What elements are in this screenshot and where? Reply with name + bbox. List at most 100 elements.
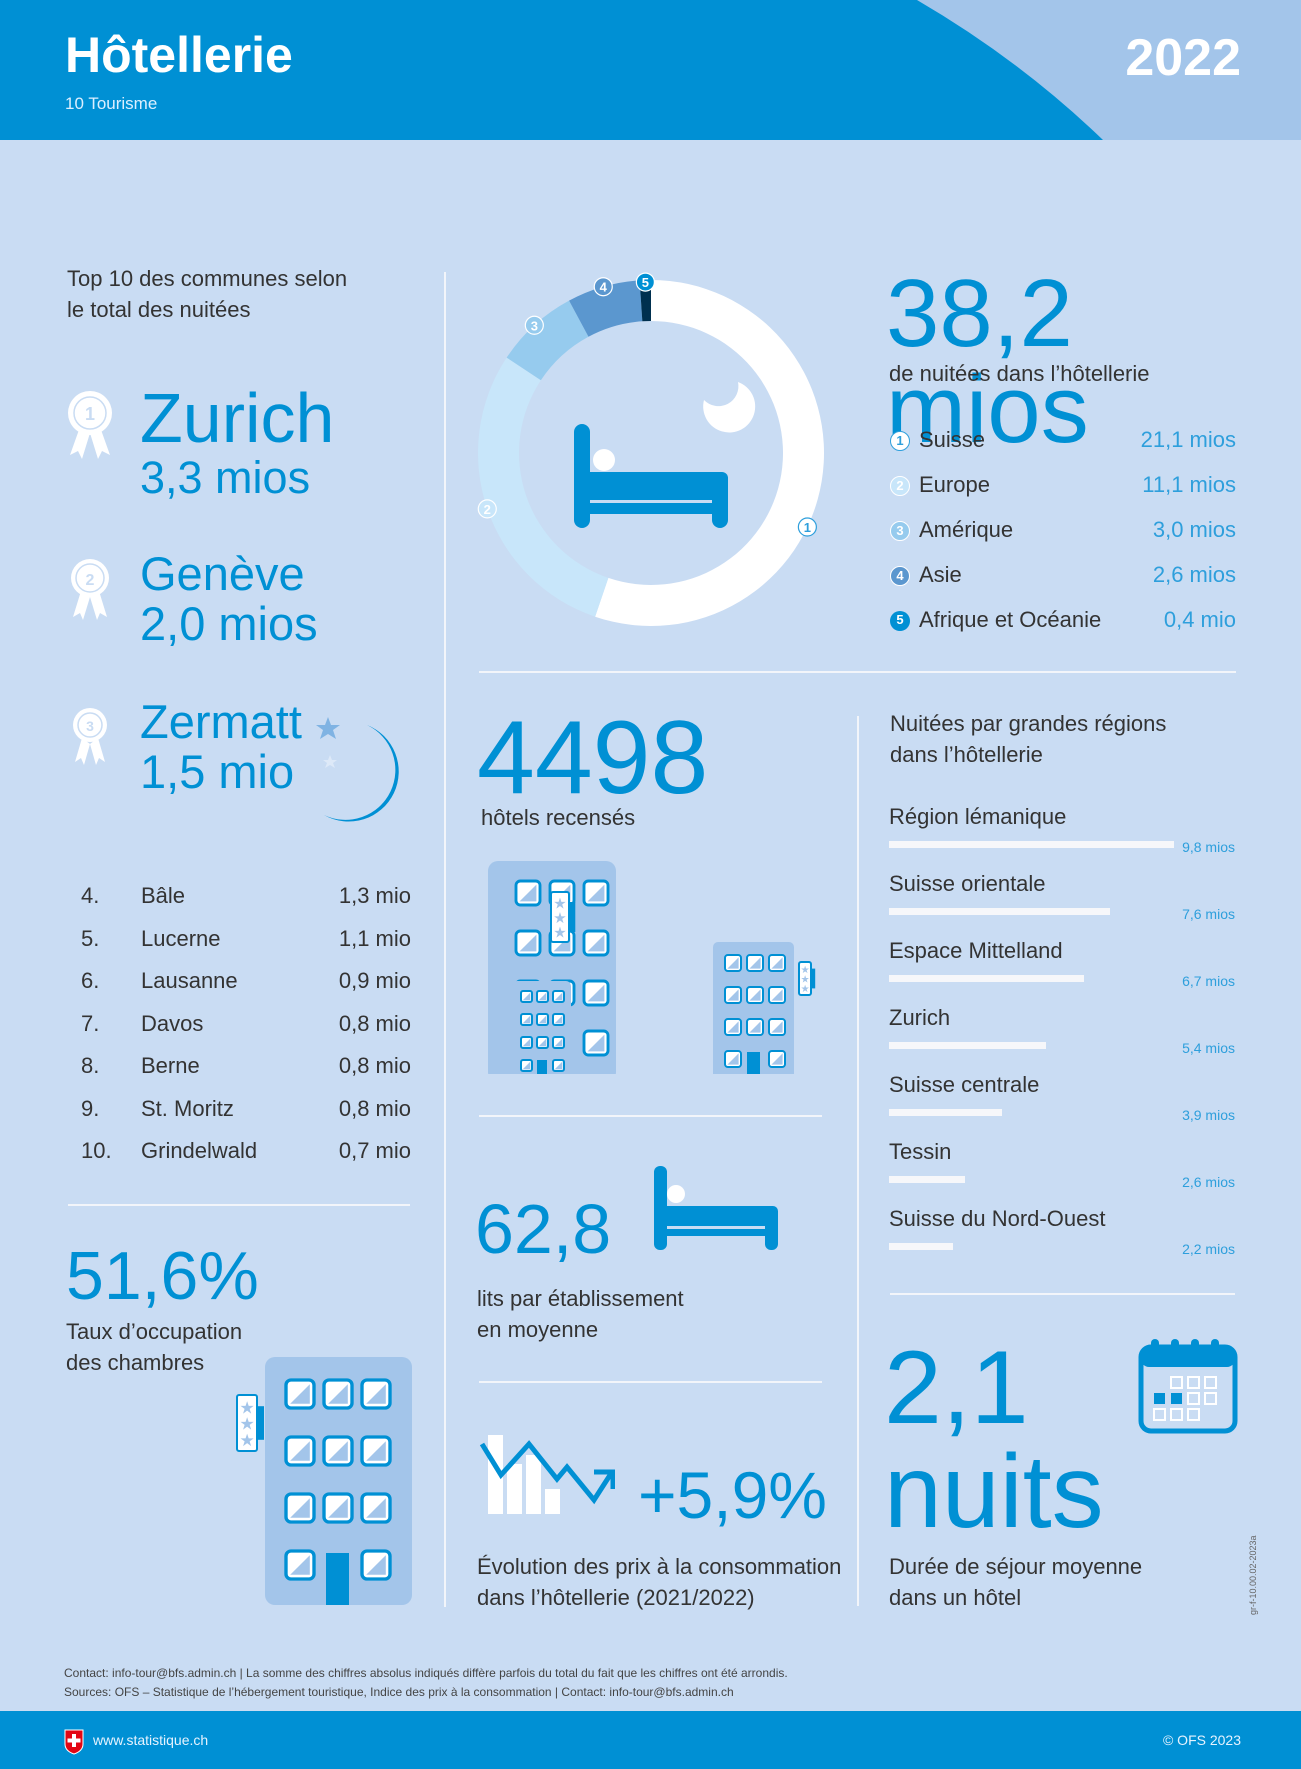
svg-text:★: ★ (801, 974, 810, 985)
svg-text:★: ★ (553, 910, 566, 927)
podium-2-name: Genève (140, 547, 305, 600)
region-bar (889, 908, 1111, 915)
nights-donut-chart: 1 2 3 4 5 (477, 272, 824, 626)
header-banner: Hôtellerie 10 Tourisme 2022 (0, 0, 1301, 140)
region-row: Zurich 5,4 mios (889, 1005, 1235, 1065)
podium-2-value: 2,0 mios (140, 597, 318, 650)
divider (479, 1381, 822, 1383)
commune-value: 0,8 mio (338, 1010, 411, 1036)
commune-value: 1,3 mio (338, 883, 411, 908)
header-curve-shape (917, 0, 1301, 140)
region-value: 2,2 mios (1182, 1241, 1235, 1257)
region-label: Espace Mittelland (889, 938, 1063, 963)
region-bar (889, 1109, 1003, 1116)
region-label: Région lémanique (889, 804, 1067, 829)
label-line: Durée de séjour moyenne (889, 1554, 1143, 1579)
ribbon-2-icon: 2 (71, 559, 109, 620)
commune-name: Lausanne (141, 968, 238, 993)
donut-segment-3 (506, 300, 589, 381)
year-label: 2022 (1125, 29, 1241, 87)
region-label: Suisse du Nord-Ouest (889, 1206, 1106, 1231)
legend-value: 0,4 mio (1163, 607, 1236, 632)
commune-row: 6. Lausanne 0,9 mio (81, 968, 411, 998)
moon-stars-icon (316, 717, 399, 822)
podium-1-name: Zurich (140, 379, 335, 457)
legend-value: 2,6 mios (1152, 562, 1236, 587)
legend-label: Suisse (919, 427, 986, 452)
legend-marker-2: 2 (890, 476, 910, 496)
commune-rank: 5. (81, 925, 100, 951)
copyright: © OFS 2023 (1162, 1732, 1241, 1748)
region-value: 6,7 mios (1182, 973, 1235, 989)
region-row: Suisse centrale 3,9 mios (889, 1072, 1235, 1132)
commune-rank: 6. (81, 968, 100, 993)
commune-rank: 4. (81, 883, 100, 908)
region-value: 3,9 mios (1182, 1107, 1235, 1123)
commune-row: 5. Lucerne 1,1 mio (81, 926, 411, 956)
stay-value: 2,1 (884, 1330, 1029, 1446)
price-change-value: +5,9% (638, 1458, 827, 1532)
region-label: Suisse orientale (889, 871, 1046, 896)
svg-text:2: 2 (86, 572, 95, 589)
label-line: des chambres (66, 1350, 205, 1375)
commune-value: 0,9 mio (338, 968, 411, 993)
page-subtitle: 10 Tourisme (65, 94, 158, 113)
donut-marker-1: 1 (797, 517, 817, 537)
commune-row: 9. St. Moritz 0,8 mio (81, 1096, 411, 1126)
total-nights-label: de nuitées dans l’hôtellerie (889, 361, 1150, 386)
website-link[interactable]: www.statistique.ch (93, 1732, 209, 1748)
price-trend-icon (479, 1435, 615, 1514)
occupancy-label: Taux d’occupation des chambres (66, 1316, 242, 1378)
svg-text:★: ★ (801, 965, 810, 976)
commune-rank: 10. (81, 1138, 112, 1163)
beds-value: 62,8 (475, 1190, 612, 1268)
region-bar (889, 1042, 1047, 1049)
region-row: Espace Mittelland 6,7 mios (889, 938, 1235, 998)
region-label: Zurich (889, 1005, 951, 1030)
region-row: Suisse orientale 7,6 mios (889, 871, 1235, 931)
region-value: 5,4 mios (1182, 1040, 1235, 1056)
region-value: 2,6 mios (1182, 1174, 1235, 1190)
label-line: en moyenne (477, 1317, 599, 1342)
donut-marker-3: 3 (524, 315, 544, 335)
svg-text:★: ★ (553, 925, 566, 942)
podium-3-value: 1,5 mio (140, 745, 295, 798)
divider (68, 1204, 410, 1206)
occupancy-value: 51,6% (66, 1238, 259, 1314)
ribbon-1-icon: 1 (68, 391, 112, 459)
svg-text:4: 4 (600, 280, 608, 295)
legend-marker-5: 5 (890, 611, 910, 631)
title-line: Nuitées par grandes régions (890, 711, 1167, 736)
top-communes-title: Top 10 des communes selon le total des n… (67, 263, 347, 325)
region-value: 9,8 mios (1182, 839, 1235, 855)
region-value: 7,6 mios (1182, 906, 1235, 922)
legend-value: 21,1 mios (1140, 427, 1236, 452)
footnote-sources: Sources: OFS – Statistique de l’hébergem… (64, 1685, 734, 1699)
svg-text:3: 3 (86, 718, 94, 734)
hotels-count-value: 4498 (477, 700, 709, 816)
commune-name: Bâle (141, 883, 186, 908)
divider (890, 1293, 1235, 1295)
donut-marker-5: 5 (635, 272, 655, 292)
commune-name: St. Moritz (141, 1095, 234, 1121)
calendar-icon (1138, 1339, 1238, 1434)
label-line: Taux d’occupation (66, 1319, 243, 1344)
commune-value: 0,8 mio (338, 1095, 411, 1121)
svg-text:3: 3 (531, 318, 538, 333)
podium-1-value: 3,3 mios (140, 452, 311, 503)
bed-icon (574, 424, 728, 528)
svg-text:★: ★ (553, 896, 566, 913)
total-nights-value: 38,2 mios (886, 260, 1089, 463)
donut-segment-2 (478, 357, 609, 617)
footer-bar: www.statistique.ch © OFS 2023 (0, 1711, 1301, 1769)
svg-text:2: 2 (484, 502, 491, 517)
price-change-label: Évolution des prix à la consommation dan… (477, 1551, 841, 1613)
page-title: Hôtellerie (65, 27, 293, 83)
label-line: dans l’hôtellerie (2021/2022) (477, 1585, 755, 1610)
legend-marker-1: 1 (890, 431, 910, 451)
region-bar (889, 1176, 965, 1183)
stay-label: Durée de séjour moyenne dans un hôtel (889, 1551, 1142, 1613)
divider (479, 1115, 822, 1117)
commune-value: 0,7 mio (338, 1138, 411, 1163)
region-bar (889, 1243, 953, 1250)
